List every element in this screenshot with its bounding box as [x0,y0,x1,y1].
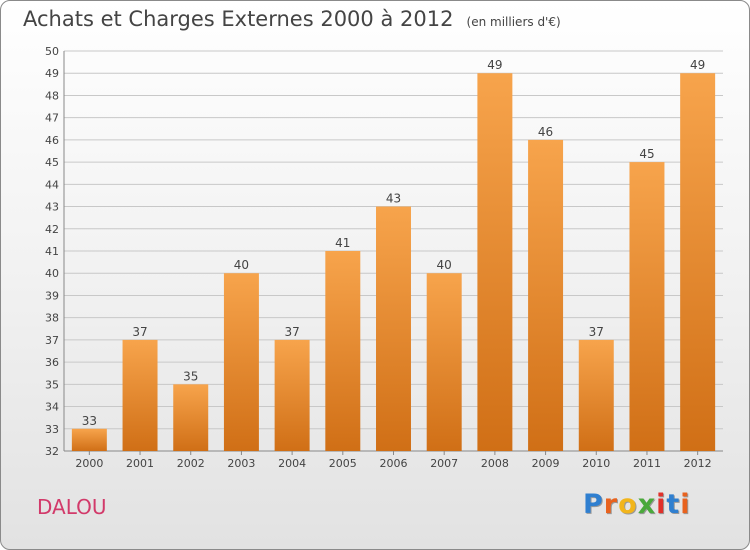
y-tick-label: 46 [45,134,59,147]
bar [528,139,564,451]
x-tick-label: 2007 [430,457,458,470]
bar [173,384,209,451]
y-tick-label: 48 [45,89,59,102]
y-tick-label: 33 [45,423,59,436]
bar-value-label: 41 [335,236,350,250]
x-tick-label: 2006 [380,457,408,470]
bar [325,251,361,451]
bar [477,73,513,451]
y-tick-label: 47 [45,112,59,125]
bar-value-label: 45 [639,147,654,161]
x-tick-label: 2000 [75,457,103,470]
bar-value-label: 37 [132,325,147,339]
logo-letter: P [583,489,604,520]
bar-value-label: 40 [234,258,249,272]
logo-letter: x [637,489,657,520]
bar [122,339,158,451]
x-tick-label: 2011 [633,457,661,470]
x-tick-label: 2005 [329,457,357,470]
x-tick-label: 2009 [532,457,560,470]
logo-letter: t [666,489,681,520]
y-tick-label: 49 [45,67,59,80]
bars [71,73,716,451]
bar-value-label: 35 [183,369,198,383]
y-tick-label: 45 [45,156,59,169]
y-tick-label: 41 [45,245,59,258]
bar-value-label: 49 [487,58,502,72]
bar-value-label: 46 [538,125,553,139]
y-tick-label: 40 [45,267,59,280]
x-tick-label: 2003 [227,457,255,470]
logo-letter: o [618,489,638,520]
y-tick-label: 44 [45,178,59,191]
y-tick-label: 34 [45,401,59,414]
chart-unit: (en milliers d'€) [466,15,561,29]
bar [223,273,259,451]
y-tick-label: 39 [45,289,59,302]
y-tick-label: 50 [45,45,59,58]
y-tick-label: 35 [45,378,59,391]
y-tick-label: 43 [45,201,59,214]
bar-value-label: 43 [386,192,401,206]
labels: 32 33 34 35 36 37 38 39 40 41 42 43 44 45 46 47 48 49 50 33… [45,45,712,470]
bar [71,428,107,451]
bar [426,273,462,451]
x-tick-label: 2008 [481,457,509,470]
bar [629,162,665,451]
x-tick-label: 2010 [582,457,610,470]
y-tick-label: 38 [45,312,59,325]
bar [376,206,411,451]
commune-name: DALOU [37,495,107,519]
x-tick-label: 2002 [177,457,205,470]
x-tick-label: 2001 [126,457,154,470]
chart-title: Achats et Charges Externes 2000 à 2012 [23,7,454,31]
logo-letter: i [656,489,667,520]
bar [274,339,310,451]
bar-value-label: 33 [82,414,97,428]
y-tick-label: 42 [45,223,59,236]
y-tick-label: 36 [45,356,59,369]
x-tick-label: 2004 [278,457,306,470]
bar-value-label: 49 [690,58,705,72]
bar-value-label: 40 [437,258,452,272]
bar-value-label: 37 [284,325,299,339]
logo-letter: i [680,489,691,520]
x-tick-label: 2012 [684,457,712,470]
chart-title-block: Achats et Charges Externes 2000 à 2012 (… [23,7,561,31]
logo-letter: r [603,489,619,520]
proxiti-logo[interactable]: Proxiti [583,489,691,520]
bar-value-label: 37 [589,325,604,339]
y-tick-label: 32 [45,445,59,458]
bar [578,339,614,451]
y-tick-label: 37 [45,334,59,347]
bar [680,73,716,451]
